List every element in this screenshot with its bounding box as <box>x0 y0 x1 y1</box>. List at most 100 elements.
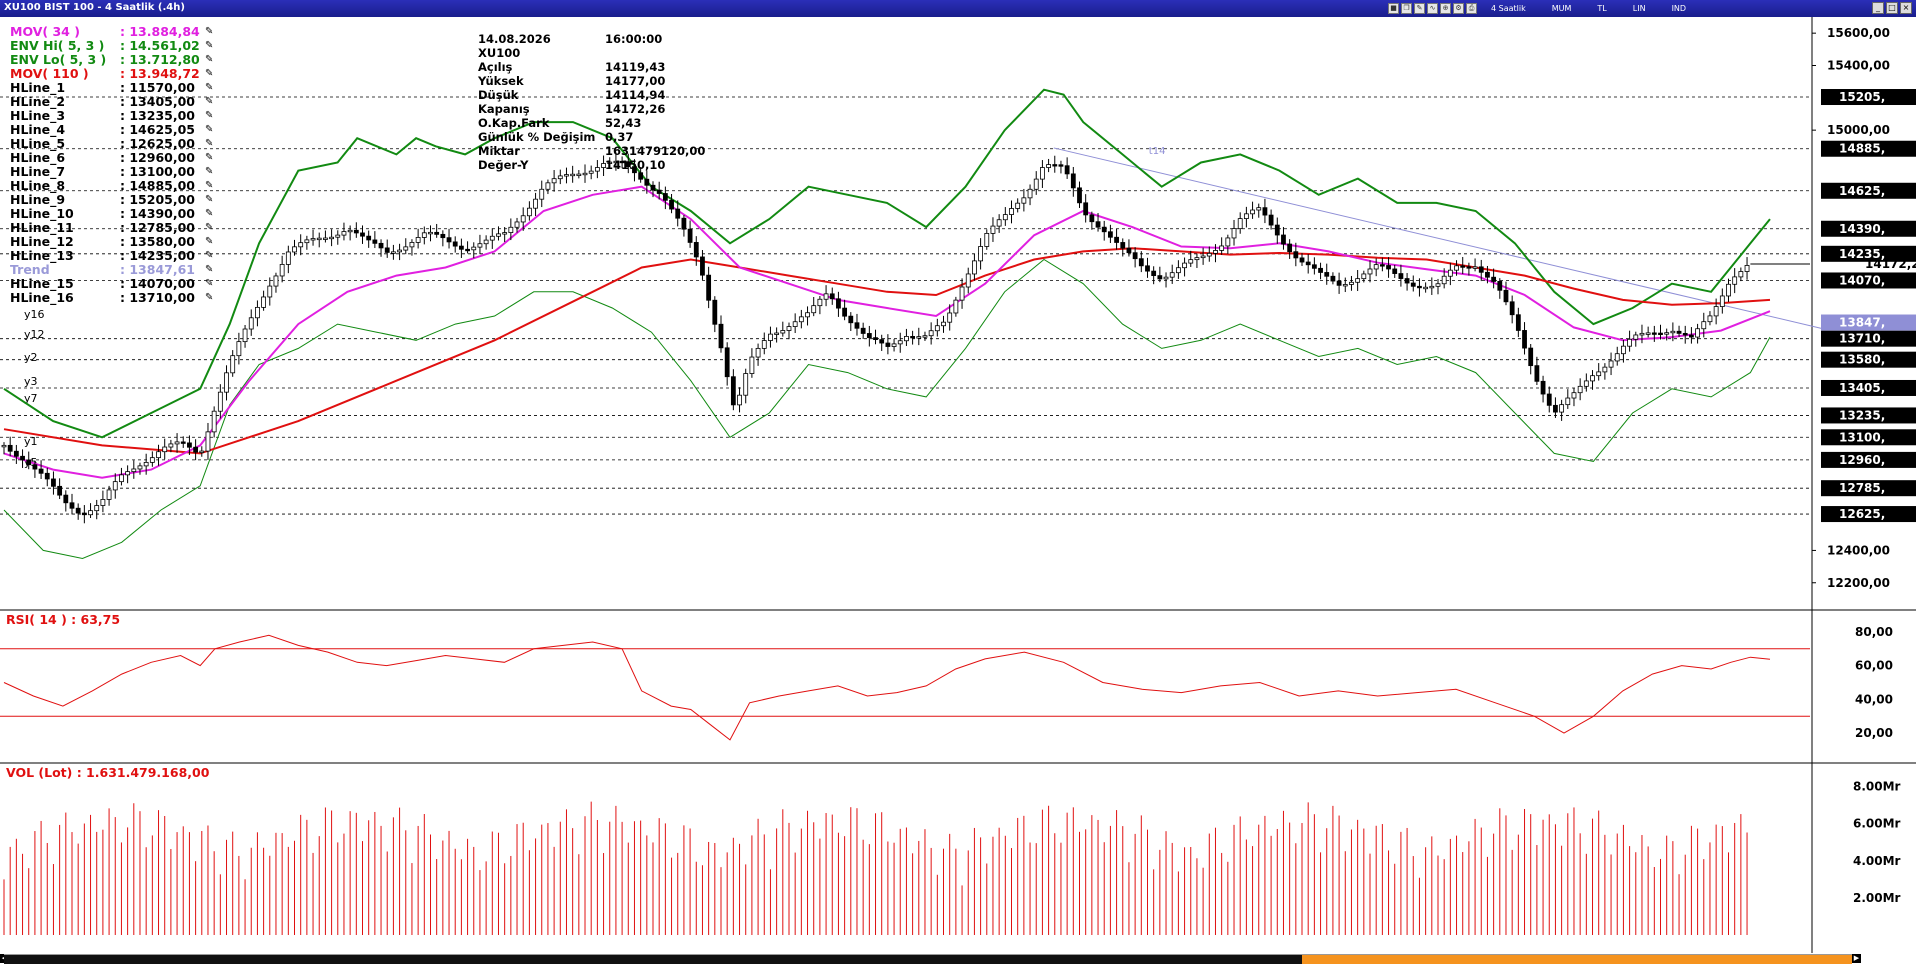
pen-icon[interactable]: ✎ <box>205 96 214 107</box>
legend-value: : 12960,00 <box>120 150 195 165</box>
hline-label-bg <box>1821 351 1916 368</box>
volume-tick-label: 8.00Mr <box>1853 780 1901 794</box>
candle-body <box>323 237 328 240</box>
legend-row[interactable]: HLine_10: 14390,00 ✎ <box>10 207 217 221</box>
candle-body <box>588 170 594 174</box>
candle-body <box>1040 167 1045 180</box>
pen-icon[interactable]: ✎ <box>205 250 214 261</box>
pen-icon[interactable]: ✎ <box>205 278 214 289</box>
legend-row[interactable]: HLine_5: 12625,00 ✎ <box>10 137 217 151</box>
legend-row[interactable]: HLine_7: 13100,00 ✎ <box>10 165 217 179</box>
print-icon[interactable]: ⎙ <box>1466 3 1477 14</box>
pen-icon[interactable]: ✎ <box>205 54 214 65</box>
time-scrollbar[interactable] <box>4 954 1852 964</box>
color-icon[interactable]: ■ <box>1388 3 1399 14</box>
legend-value: : 12625,00 <box>120 136 195 151</box>
scroll-right-icon[interactable]: ▶ <box>1852 954 1861 963</box>
pen-icon[interactable]: ✎ <box>205 180 214 191</box>
legend-row[interactable]: HLine_3: 13235,00 ✎ <box>10 109 217 123</box>
hline-label-bg <box>1821 245 1916 262</box>
chart-toolbar: ■ ❐ ✎ ∿ ⊕ ⚙ ⎙ 4 Saatlik MUM TL LIN IND <box>1388 3 1698 15</box>
candle-body <box>1583 380 1589 387</box>
pen-icon[interactable]: ✎ <box>205 68 214 79</box>
pen-icon[interactable]: ✎ <box>205 152 214 163</box>
scale-selector[interactable]: LIN <box>1632 4 1646 13</box>
candle-body <box>273 275 279 287</box>
legend-row[interactable]: HLine_15: 14070,00 ✎ <box>10 277 217 291</box>
window-titlebar: XU100 BIST 100 - 4 Saatlik (.4h) ■ ❐ ✎ ∿… <box>0 0 1916 17</box>
candle-body <box>570 173 576 177</box>
candle-body <box>1608 360 1614 368</box>
candle-body <box>149 457 155 463</box>
y-tick-label: 15400,00 <box>1827 58 1890 72</box>
legend-row[interactable]: HLine_8: 14885,00 ✎ <box>10 179 217 193</box>
candle-body <box>1151 270 1157 277</box>
period-selector[interactable]: 4 Saatlik <box>1491 4 1526 13</box>
candle-body <box>285 251 291 265</box>
pen-icon[interactable]: ✎ <box>205 110 214 121</box>
legend-row[interactable]: ENV Lo( 5, 3 ): 13.712,80 ✎ <box>10 53 217 67</box>
draw-icon[interactable]: ✎ <box>1414 3 1425 14</box>
legend-value: : 14625,05 <box>120 122 195 137</box>
maximize-button[interactable]: □ <box>1886 2 1898 14</box>
legend-row[interactable]: HLine_11: 12785,00 ✎ <box>10 221 217 235</box>
candle-body <box>1299 257 1305 263</box>
pen-icon[interactable]: ✎ <box>205 264 214 275</box>
legend-row[interactable]: HLine_2: 13405,00 ✎ <box>10 95 217 109</box>
volume-tick-label: 2.00Mr <box>1853 891 1901 905</box>
pen-icon[interactable]: ✎ <box>205 40 214 51</box>
candle-body <box>446 237 452 243</box>
pen-icon[interactable]: ✎ <box>205 124 214 135</box>
ohlc-key: Değer-Y <box>478 158 529 172</box>
candle-selector[interactable]: MUM <box>1551 4 1572 13</box>
pen-icon[interactable]: ✎ <box>205 138 214 149</box>
candle-body <box>131 468 137 473</box>
pen-icon[interactable]: ✎ <box>205 194 214 205</box>
ohlc-row: Açılış 14119,43 <box>478 60 705 74</box>
pen-icon[interactable]: ✎ <box>205 166 214 177</box>
currency-selector[interactable]: TL <box>1597 4 1607 13</box>
candle-body <box>428 231 433 235</box>
legend-row[interactable]: Trend: 13847,61 ✎ <box>10 263 217 277</box>
candle-body <box>329 236 334 240</box>
candle-body <box>848 315 854 324</box>
candle-body <box>1379 264 1385 267</box>
pen-icon[interactable]: ✎ <box>205 26 214 37</box>
indicator-icon[interactable]: ∿ <box>1427 3 1438 14</box>
candle-body <box>292 246 297 253</box>
pen-icon[interactable]: ✎ <box>205 292 214 303</box>
legend-row[interactable]: HLine_4: 14625,05 ✎ <box>10 123 217 137</box>
legend-row[interactable]: MOV( 34 ): 13.884,84 ✎ <box>10 25 217 39</box>
legend-row[interactable]: HLine_16: 13710,00 ✎ <box>10 291 217 305</box>
legend-row[interactable]: HLine_1: 11570,00 ✎ <box>10 81 217 95</box>
legend-row[interactable]: MOV( 110 ): 13.948,72 ✎ <box>10 67 217 81</box>
zoom-icon[interactable]: ⊕ <box>1440 3 1451 14</box>
candle-body <box>51 478 56 487</box>
legend-row[interactable]: HLine_13: 14235,00 ✎ <box>10 249 217 263</box>
candle-body <box>1472 266 1478 269</box>
legend-row[interactable]: ENV Hi( 5, 3 ): 14.561,02 ✎ <box>10 39 217 53</box>
candle-body <box>434 231 440 235</box>
candle-body <box>749 356 755 374</box>
pen-icon[interactable]: ✎ <box>205 222 214 233</box>
close-button[interactable]: × <box>1900 2 1912 14</box>
settings-icon[interactable]: ⚙ <box>1453 3 1464 14</box>
hline-label-bg <box>1821 140 1916 157</box>
copy-icon[interactable]: ❐ <box>1401 3 1412 14</box>
chart-canvas[interactable]: 12200,00 12400,00 15000,00 15400,00 15600,00… <box>0 17 1916 954</box>
candle-body <box>1077 187 1082 204</box>
candle-body <box>780 330 786 334</box>
candle-body <box>440 233 446 239</box>
pen-icon[interactable]: ✎ <box>205 208 214 219</box>
scroll-thumb[interactable] <box>4 955 1302 964</box>
legend-row[interactable]: HLine_6: 12960,00 ✎ <box>10 151 217 165</box>
legend-row[interactable]: HLine_9: 15205,00 ✎ <box>10 193 217 207</box>
candle-body <box>755 347 761 358</box>
mode-selector[interactable]: IND <box>1671 4 1687 13</box>
pen-icon[interactable]: ✎ <box>205 236 214 247</box>
candle-body <box>1120 242 1126 249</box>
candle-body <box>1689 334 1694 338</box>
pen-icon[interactable]: ✎ <box>205 82 214 93</box>
legend-row[interactable]: HLine_12: 13580,00 ✎ <box>10 235 217 249</box>
minimize-button[interactable]: _ <box>1872 2 1884 14</box>
